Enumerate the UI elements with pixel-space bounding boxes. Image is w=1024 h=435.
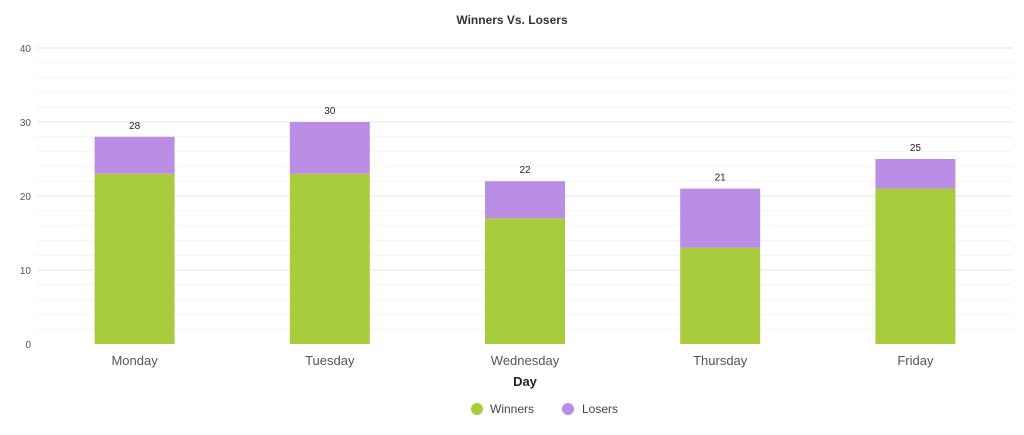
x-tick-label: Wednesday [491,353,560,368]
chart-title: Winners Vs. Losers [456,13,568,27]
total-data-label: 30 [324,106,336,117]
x-tick-label: Tuesday [305,353,355,368]
x-axis-title: Day [513,374,538,389]
y-tick-label: 30 [20,118,32,129]
legend-label-winners[interactable]: Winners [490,402,534,416]
bar-winners-thursday[interactable] [680,247,761,344]
legend: Winners Losers [471,402,618,416]
bar-winners-friday[interactable] [875,188,956,344]
y-tick-label: 10 [20,266,32,277]
y-tick-label: 40 [20,44,32,55]
bar-losers-friday[interactable] [875,159,956,189]
x-tick-label: Monday [111,353,158,368]
bar-winners-tuesday[interactable] [289,173,370,344]
bar-losers-tuesday[interactable] [289,122,370,174]
total-data-label: 28 [129,121,141,132]
total-data-label: 22 [519,165,531,176]
legend-label-losers[interactable]: Losers [582,402,618,416]
y-tick-label: 0 [25,340,31,351]
x-tick-label: Thursday [693,353,748,368]
y-axis: 0 10 20 30 40 [20,44,32,351]
legend-marker-losers[interactable] [562,403,574,415]
bar-winners-wednesday[interactable] [485,218,565,344]
bar-losers-monday[interactable] [94,136,175,174]
data-labels: 28 30 22 21 25 [129,106,921,184]
total-data-label: 25 [910,143,922,154]
bar-losers-thursday[interactable] [680,188,761,248]
bar-losers-wednesday[interactable] [485,181,565,219]
legend-marker-winners[interactable] [471,403,483,415]
total-data-label: 21 [715,173,727,184]
bar-winners-monday[interactable] [94,173,175,344]
x-axis: Monday Tuesday Wednesday Thursday Friday [111,353,933,368]
y-tick-label: 20 [20,192,32,203]
x-tick-label: Friday [897,353,934,368]
bars [94,122,956,344]
